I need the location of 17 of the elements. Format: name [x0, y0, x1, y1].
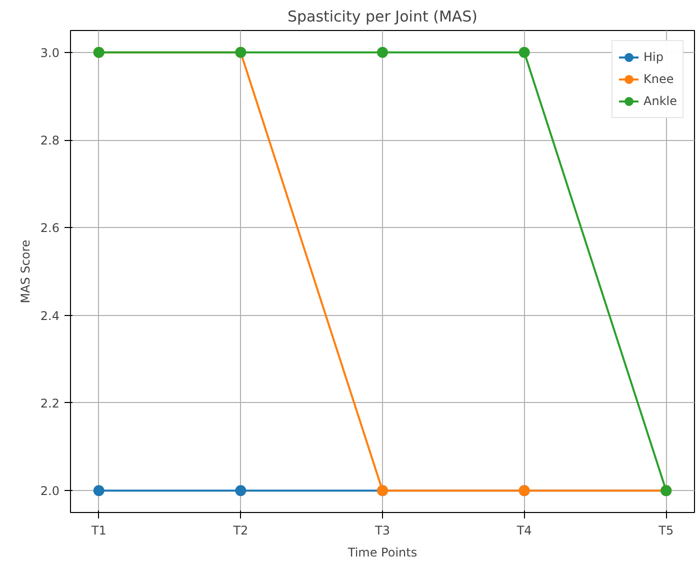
y-tick-label: 2.2: [40, 396, 60, 410]
x-tick-label: T5: [658, 524, 674, 538]
y-tick-label: 2.0: [40, 484, 60, 498]
y-tick-label: 2.8: [40, 134, 60, 148]
y-tick-label: 3.0: [40, 46, 60, 60]
legend-label: Knee: [644, 72, 674, 86]
chart-title: Spasticity per Joint (MAS): [287, 8, 478, 26]
x-axis-title: Time Points: [346, 546, 418, 560]
y-tick-label: 2.6: [40, 221, 60, 236]
x-tick-label: T2: [232, 524, 248, 538]
legend-label: Hip: [644, 50, 664, 64]
x-tick-label: T1: [90, 524, 106, 538]
y-tick-label: 2.4: [40, 308, 60, 323]
legend-label: Ankle: [644, 94, 677, 108]
y-axis-title: MAS Score: [18, 240, 32, 304]
x-tick-label: T3: [374, 524, 390, 538]
x-tick-label: T4: [516, 524, 532, 538]
